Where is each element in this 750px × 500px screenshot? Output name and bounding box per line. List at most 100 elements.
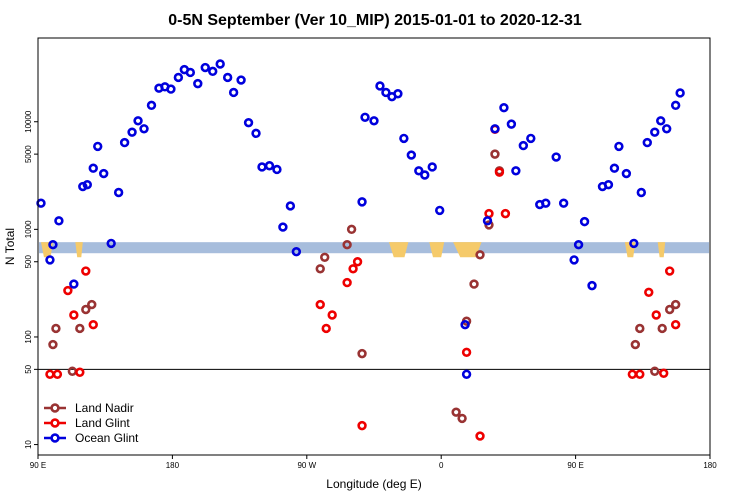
land-nadir-point [48,339,58,350]
ocean-glint-point [146,100,157,111]
x-tick-label: 0 [439,461,444,470]
land-nadir-point [630,339,641,350]
ocean-glint-point [661,124,672,134]
ocean-glint-point [228,87,239,98]
land-nadir-point [475,250,485,260]
land-glint-point [635,369,645,379]
ocean-glint-point [106,238,116,249]
ocean-glint-point [642,137,652,148]
legend-swatch-marker-land-glint [50,418,60,428]
ocean-glint-point [541,198,551,208]
ocean-glint-point [399,133,409,144]
ocean-glint-point [193,78,203,89]
land-glint-point [357,420,367,431]
ocean-glint-point [185,67,196,78]
ocean-glint-point [461,369,472,379]
ocean-glint-point [222,72,233,83]
y-tick-label: 10000 [24,110,33,133]
land-nadir-point [469,279,479,289]
land-nadir-point [320,252,330,262]
land-glint-point [88,319,98,330]
ocean-glint-point [614,141,624,152]
land-nadir-point [451,407,461,417]
y-tick-label: 50 [24,364,33,373]
land-nadir-point [664,304,675,315]
ocean-glint-point [78,181,88,192]
ocean-glint-point [54,216,64,226]
x-tick-label: 90 E [30,461,46,470]
land-patch [657,242,666,258]
land-patch-layer [40,242,666,258]
ocean-glint-point [173,72,184,83]
ocean-glint-point [569,255,579,265]
y-tick-label: 500 [24,255,33,269]
ocean-glint-point [127,127,137,137]
x-tick-label: 90 E [567,461,583,470]
ocean-glint-point [414,166,424,176]
ocean-glint-point [636,187,647,198]
y-axis-ticks: 10 50 100 500 1000 5000 10000 [24,110,38,449]
legend-label-land-glint: Land Glint [75,416,130,430]
land-glint-point [315,299,325,310]
ocean-glint-point [650,127,660,137]
y-tick-label: 5000 [24,145,33,163]
land-nadir-point [75,323,85,334]
ocean-glint-point [166,84,176,94]
ocean-glint-point [609,163,620,173]
land-nadir-point [670,299,681,310]
land-glint-point [644,287,654,298]
x-tick-label: 90 W [297,461,316,470]
legend-label-ocean-glint: Ocean Glint [75,431,139,445]
land-nadir-point [51,323,61,334]
land-glint-point [348,264,358,274]
ocean-glint-point [603,179,614,190]
legend-swatch-marker-land-nadir [50,403,60,413]
ocean-glint-point [587,280,597,291]
data-points-layer [36,59,685,441]
plot-frame [37,37,711,456]
ocean-glint-point [48,240,58,250]
y-tick-label: 100 [24,330,33,344]
y-axis-label: N Total [3,228,17,265]
ocean-glint-point [675,88,685,98]
ocean-glint-point [236,75,246,85]
land-nadir-point [81,304,91,315]
land-nadir-point [357,348,367,359]
ocean-glint-point [406,150,417,160]
ocean-glint-point [526,133,536,144]
ocean-glint-point [360,112,370,122]
ocean-glint-point [93,141,103,152]
ocean-glint-point [375,81,385,91]
land-nadir-point [342,240,352,250]
ocean-band [39,242,709,254]
ocean-glint-point [499,103,509,113]
land-glint-point [475,431,485,441]
x-axis-label: Longitude (deg E) [326,477,421,491]
ocean-glint-point [119,137,130,148]
ocean-glint-point [88,163,98,173]
band-layer [39,242,709,254]
ocean-glint-point [558,198,569,208]
land-glint-point [651,310,661,320]
land-nadir-point [657,323,667,334]
land-patch [453,242,482,258]
ocean-glint-point [264,161,275,171]
land-patch [429,242,445,258]
y-tick-label: 1000 [24,220,33,238]
ocean-glint-point [133,116,143,126]
ocean-glint-point [393,89,403,99]
land-glint-point [461,347,472,358]
land-glint-point [52,369,63,379]
land-glint-point [670,319,681,330]
ocean-glint-point [291,246,302,257]
ocean-glint-point [215,59,225,69]
ocean-glint-point [670,100,681,111]
ocean-glint-point [243,117,254,128]
legend-label-land-nadir: Land Nadir [75,401,134,415]
land-glint-point [75,367,85,377]
ocean-glint-point [427,162,437,172]
ocean-glint-point [420,170,430,180]
ocean-glint-point [579,216,590,227]
land-nadir-point [490,149,500,159]
